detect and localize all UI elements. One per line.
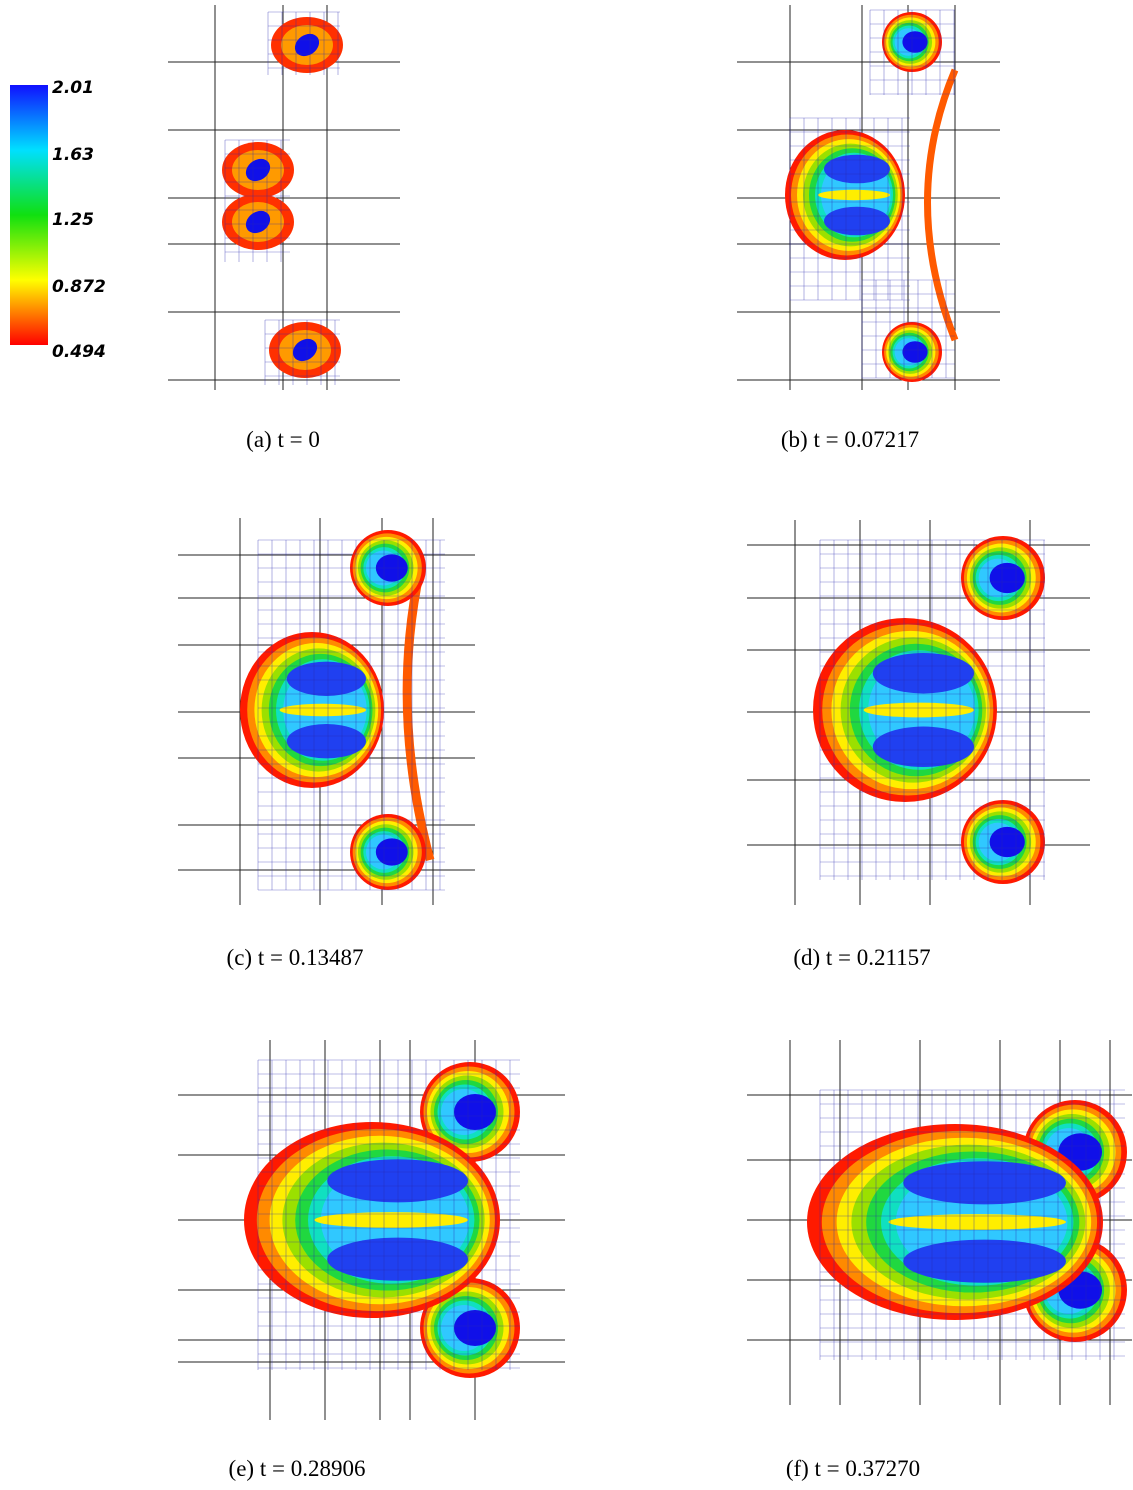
caption-label: (f) [786,1456,809,1481]
panel: (f) t = 0.37270 [747,1040,1132,1481]
vortex-core [989,826,1025,858]
blob-core [245,210,271,234]
blob-core [292,338,318,362]
caption: (d) t = 0.21157 [793,945,930,970]
vortex-core [902,31,928,53]
mushroom-stem [818,189,890,201]
vortex-core [375,838,408,866]
caption-expression: t = 0.13487 [258,945,364,970]
colorbar-label: 2.01 [52,78,94,98]
panel: (d) t = 0.21157 [747,520,1090,970]
blob-core [245,158,271,182]
mushroom-core [286,724,366,759]
caption-label: (b) [781,427,808,452]
panel: (c) t = 0.13487 [178,518,475,970]
colorbar-label: 1.25 [52,210,94,230]
mushroom-core [824,154,890,184]
mushroom-stem [888,1214,1066,1230]
mushroom-core [327,1159,468,1203]
caption-expression: t = 0.21157 [826,945,931,970]
panel: (a) t = 0 [168,5,400,452]
caption: (f) t = 0.37270 [786,1456,920,1481]
mushroom-core [903,1239,1066,1283]
colorbar [10,85,48,345]
mushroom-core [824,206,890,236]
caption-label: (c) [227,945,253,970]
caption-expression: t = 0 [277,427,319,452]
filament [924,68,959,342]
filament [402,569,435,862]
caption: (c) t = 0.13487 [227,945,364,970]
caption-label: (e) [229,1456,255,1481]
caption: (b) t = 0.07217 [781,427,919,452]
vortex-core [989,562,1025,594]
colorbar-label: 0.872 [52,277,106,297]
mushroom-stem [279,703,366,717]
mushroom-core [286,661,366,696]
mushroom-core [327,1237,468,1281]
vortex-core [454,1310,496,1346]
mushroom-stem [314,1212,469,1228]
panel: (b) t = 0.07217 [737,5,1000,452]
colorbar-label: 1.63 [52,145,94,165]
mushroom-core [872,652,975,694]
blob-core [294,33,320,57]
mushroom-core [872,726,975,768]
caption: (a) t = 0 [246,427,320,452]
mushroom-core [903,1161,1066,1205]
caption-label: (d) [793,945,820,970]
mushroom-stem [863,702,974,718]
vortex-core [454,1094,496,1130]
vortex-core [902,341,928,363]
caption: (e) t = 0.28906 [229,1456,366,1481]
colorbar-label: 0.494 [52,342,106,362]
panel: (e) t = 0.28906 [178,1040,565,1481]
caption-label: (a) [246,427,272,452]
caption-expression: t = 0.28906 [260,1456,366,1481]
caption-expression: t = 0.07217 [813,427,919,452]
caption-expression: t = 0.37270 [815,1456,921,1481]
